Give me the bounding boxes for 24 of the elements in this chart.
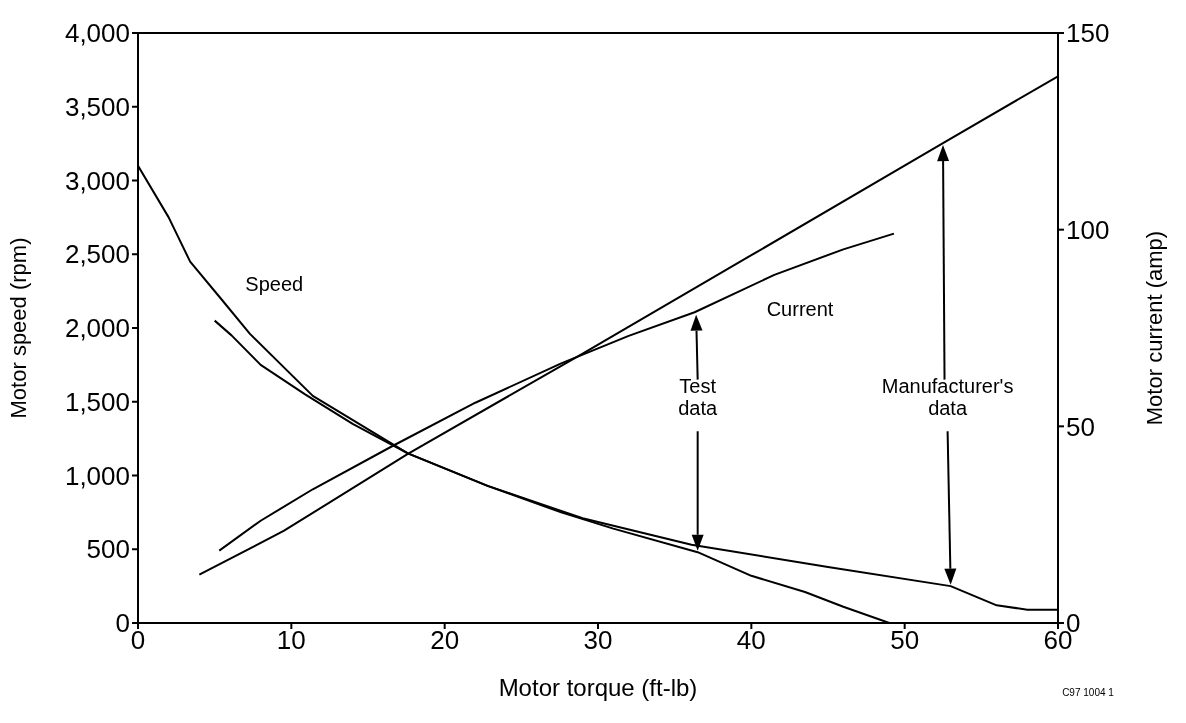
x-tick-label: 50 — [890, 625, 920, 656]
y-tick-label: 500 — [86, 534, 130, 565]
y-tick-label: 1,000 — [64, 460, 130, 491]
y2-tick-label: 100 — [1066, 214, 1110, 245]
y-axis-title: Motor speed (rpm) — [5, 237, 31, 419]
annotation: Test data — [678, 374, 718, 419]
y2-tick-label: 150 — [1066, 18, 1110, 49]
x-axis-title: Motor torque (ft-lb) — [498, 674, 698, 701]
y-tick-label: 3,500 — [64, 91, 130, 122]
y-tick-label: 3,000 — [64, 165, 130, 196]
y2-axis-title: Motor current (amp) — [1141, 230, 1167, 426]
y-tick-label: 2,500 — [64, 239, 130, 270]
x-tick-label: 40 — [736, 625, 766, 656]
annotation: Speed — [245, 273, 304, 296]
text: C97 1004 1 — [1062, 687, 1115, 698]
y-tick-label: 2,000 — [64, 313, 130, 344]
annotation: Manufacturer's data — [881, 374, 1014, 419]
y-tick-label: 1,500 — [64, 386, 130, 417]
y2-tick-label: 50 — [1066, 411, 1095, 442]
y-tick-label: 4,000 — [64, 18, 130, 49]
x-tick-label: 10 — [276, 625, 306, 656]
annotation: Current — [766, 298, 834, 321]
x-tick-label: 20 — [430, 625, 460, 656]
x-tick-label: 30 — [583, 625, 613, 656]
